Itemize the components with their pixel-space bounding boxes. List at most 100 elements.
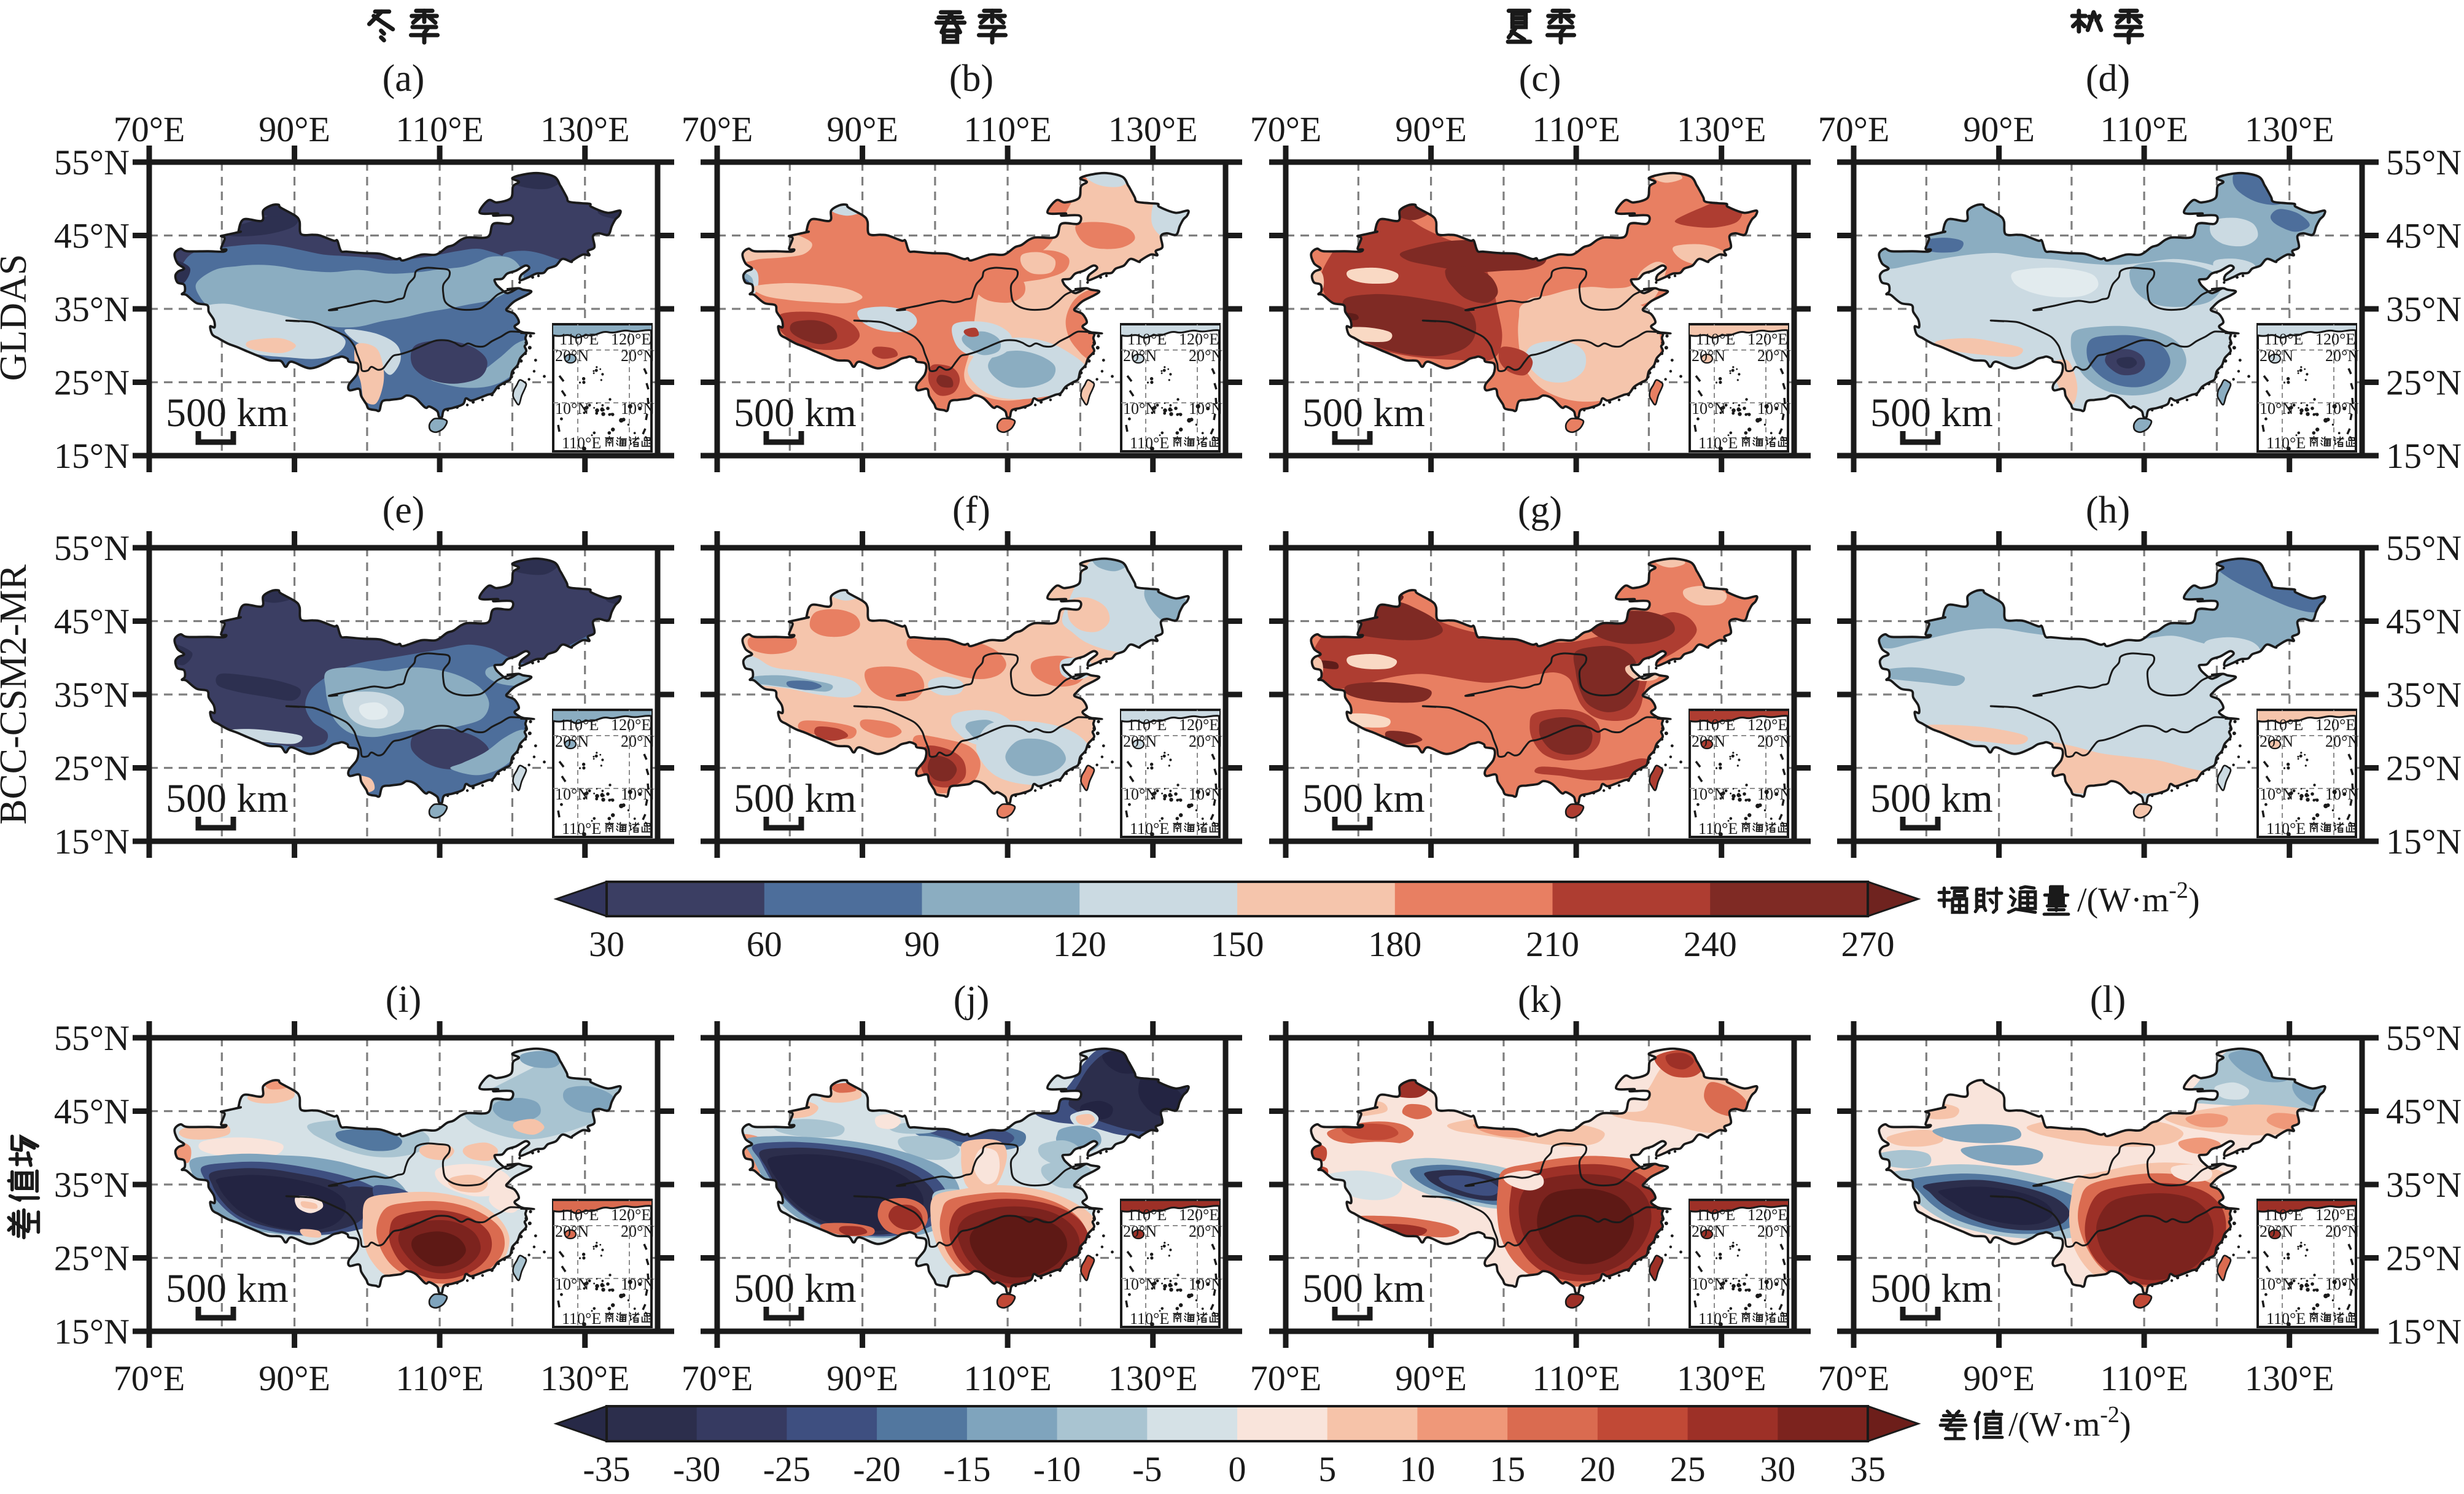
svg-text:25°N: 25°N	[2386, 1239, 2462, 1278]
svg-text:0: 0	[1229, 1449, 1246, 1489]
svg-text:(g): (g)	[1518, 489, 1562, 531]
svg-text:210: 210	[1526, 924, 1579, 964]
svg-text:110°E: 110°E	[1532, 1358, 1620, 1398]
svg-text:-20: -20	[853, 1449, 900, 1489]
svg-text:35°N: 35°N	[54, 675, 130, 715]
svg-text:-10: -10	[1033, 1449, 1081, 1489]
svg-text:45°N: 45°N	[54, 216, 130, 256]
svg-text:240: 240	[1684, 924, 1737, 964]
svg-text:110°E: 110°E	[395, 109, 483, 149]
svg-text:70°E: 70°E	[1250, 1358, 1322, 1398]
svg-text:BCC-CSM2-MR: BCC-CSM2-MR	[0, 564, 34, 824]
svg-text:(j): (j)	[954, 979, 990, 1021]
svg-text:(a): (a)	[383, 58, 425, 99]
svg-text:70°E: 70°E	[114, 1358, 185, 1398]
svg-text:90°E: 90°E	[1395, 109, 1467, 149]
svg-text:-15: -15	[943, 1449, 990, 1489]
svg-text:(l): (l)	[2090, 979, 2126, 1021]
svg-text:-35: -35	[583, 1449, 630, 1489]
svg-text:(i): (i)	[386, 979, 422, 1021]
svg-text:55°N: 55°N	[54, 142, 130, 182]
svg-text:130°E: 130°E	[1677, 109, 1766, 149]
svg-text:130°E: 130°E	[1108, 1358, 1198, 1398]
svg-text:55°N: 55°N	[2386, 142, 2462, 182]
svg-text:35°N: 35°N	[54, 289, 130, 329]
svg-text:130°E: 130°E	[1108, 109, 1198, 149]
svg-text:45°N: 45°N	[54, 602, 130, 642]
svg-text:110°E: 110°E	[2100, 1358, 2188, 1398]
svg-text:20: 20	[1580, 1449, 1615, 1489]
svg-text:90°E: 90°E	[826, 1358, 898, 1398]
svg-text:180: 180	[1368, 924, 1421, 964]
svg-text:150: 150	[1211, 924, 1264, 964]
svg-text:15°N: 15°N	[54, 822, 130, 862]
svg-text:/(W·m-2): /(W·m-2)	[2008, 1402, 2131, 1444]
svg-text:25°N: 25°N	[2386, 749, 2462, 788]
svg-text:45°N: 45°N	[2386, 602, 2462, 642]
svg-text:(c): (c)	[1519, 58, 1561, 99]
svg-text:30: 30	[589, 924, 624, 964]
svg-text:5: 5	[1318, 1449, 1336, 1489]
svg-text:45°N: 45°N	[2386, 216, 2462, 256]
svg-text:25°N: 25°N	[54, 1239, 130, 1278]
svg-text:70°E: 70°E	[682, 109, 753, 149]
svg-text:35°N: 35°N	[2386, 1165, 2462, 1205]
svg-text:55°N: 55°N	[2386, 528, 2462, 568]
svg-text:130°E: 130°E	[1677, 1358, 1766, 1398]
svg-text:70°E: 70°E	[114, 109, 185, 149]
svg-text:90°E: 90°E	[826, 109, 898, 149]
svg-text:-25: -25	[763, 1449, 810, 1489]
svg-text:GLDAS: GLDAS	[0, 254, 34, 381]
svg-text:110°E: 110°E	[1532, 109, 1620, 149]
svg-text:(h): (h)	[2086, 489, 2130, 531]
svg-text:(e): (e)	[383, 489, 425, 531]
svg-text:130°E: 130°E	[2245, 109, 2334, 149]
svg-text:25°N: 25°N	[54, 749, 130, 788]
svg-text:120: 120	[1053, 924, 1106, 964]
svg-text:25°N: 25°N	[2386, 363, 2462, 403]
svg-text:90: 90	[904, 924, 940, 964]
svg-text:270: 270	[1841, 924, 1895, 964]
svg-text:70°E: 70°E	[682, 1358, 753, 1398]
svg-text:110°E: 110°E	[963, 109, 1051, 149]
svg-text:110°E: 110°E	[2100, 109, 2188, 149]
svg-text:15: 15	[1490, 1449, 1525, 1489]
svg-text:45°N: 45°N	[2386, 1092, 2462, 1132]
svg-text:110°E: 110°E	[963, 1358, 1051, 1398]
svg-text:70°E: 70°E	[1250, 109, 1322, 149]
svg-text:15°N: 15°N	[2386, 1312, 2462, 1352]
svg-text:10: 10	[1399, 1449, 1435, 1489]
svg-text:55°N: 55°N	[2386, 1018, 2462, 1058]
svg-text:15°N: 15°N	[2386, 822, 2462, 862]
svg-text:15°N: 15°N	[54, 436, 130, 476]
svg-text:70°E: 70°E	[1818, 1358, 1890, 1398]
svg-text:25°N: 25°N	[54, 363, 130, 403]
svg-text:90°E: 90°E	[1963, 1358, 2035, 1398]
svg-text:90°E: 90°E	[1963, 109, 2035, 149]
svg-text:(b): (b)	[949, 58, 993, 99]
svg-text:30: 30	[1760, 1449, 1795, 1489]
svg-text:130°E: 130°E	[540, 109, 630, 149]
svg-text:55°N: 55°N	[54, 528, 130, 568]
svg-text:25: 25	[1670, 1449, 1706, 1489]
svg-text:60: 60	[747, 924, 782, 964]
svg-text:35°N: 35°N	[54, 1165, 130, 1205]
svg-text:90°E: 90°E	[1395, 1358, 1467, 1398]
svg-text:130°E: 130°E	[540, 1358, 630, 1398]
svg-text:35: 35	[1850, 1449, 1886, 1489]
svg-text:(f): (f)	[952, 489, 990, 531]
svg-text:110°E: 110°E	[395, 1358, 483, 1398]
svg-text:35°N: 35°N	[2386, 289, 2462, 329]
svg-text:15°N: 15°N	[2386, 436, 2462, 476]
svg-text:55°N: 55°N	[54, 1018, 130, 1058]
svg-text:70°E: 70°E	[1818, 109, 1890, 149]
svg-text:90°E: 90°E	[258, 1358, 330, 1398]
svg-text:35°N: 35°N	[2386, 675, 2462, 715]
svg-text:-5: -5	[1132, 1449, 1162, 1489]
svg-text:130°E: 130°E	[2245, 1358, 2334, 1398]
svg-text:-30: -30	[673, 1449, 720, 1489]
svg-text:(k): (k)	[1518, 979, 1562, 1021]
svg-text:(d): (d)	[2086, 58, 2130, 99]
svg-text:15°N: 15°N	[54, 1312, 130, 1352]
svg-text:45°N: 45°N	[54, 1092, 130, 1132]
